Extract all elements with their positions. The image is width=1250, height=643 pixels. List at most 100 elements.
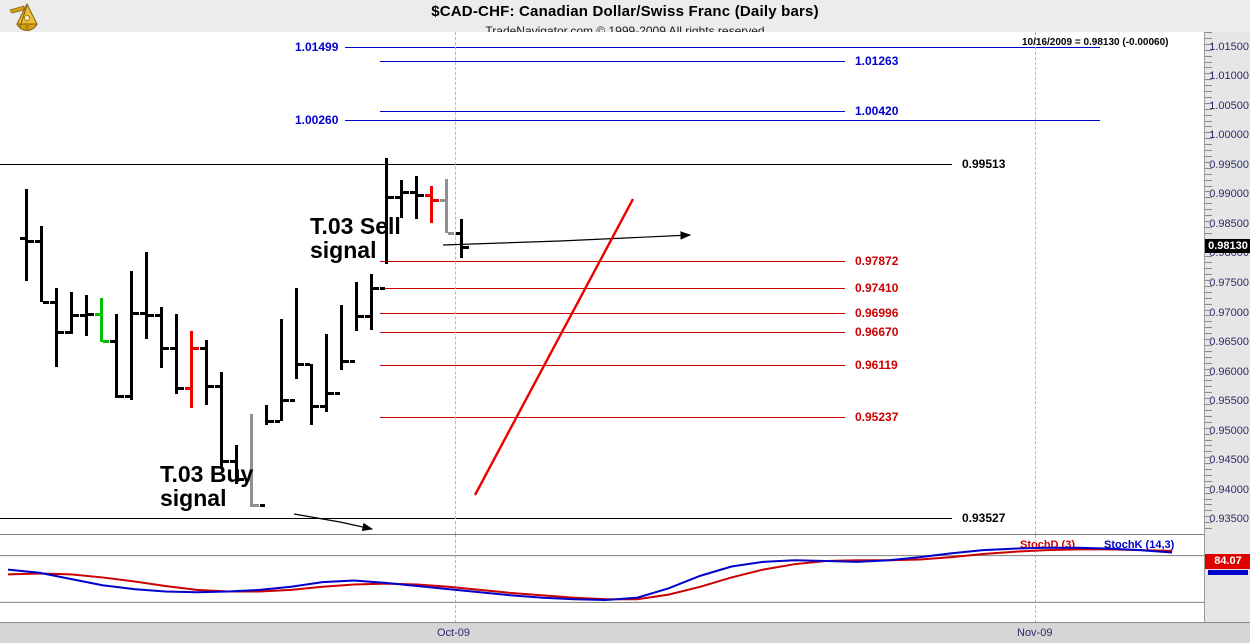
last-price-badge: 0.98130 — [1205, 238, 1250, 253]
price-tick-mark — [1205, 209, 1212, 211]
bar-range — [85, 294, 88, 337]
price-tick-mark — [1205, 398, 1212, 400]
price-tick-mark — [1205, 280, 1212, 282]
bar-close-tick — [208, 385, 214, 389]
price-tick-mark — [1205, 528, 1212, 530]
bar-range — [445, 179, 448, 234]
bar-open-tick — [140, 311, 145, 315]
bar-close-tick — [403, 191, 409, 195]
price-tick-mark — [1205, 102, 1212, 104]
price-tick-mark — [1205, 220, 1212, 222]
bar-open-tick — [440, 198, 445, 202]
bar-close-tick — [178, 386, 184, 390]
bar-open-tick — [170, 346, 175, 350]
price-tick-mark — [1205, 451, 1212, 453]
price-tick-mark — [1205, 203, 1212, 205]
price-tick-0.94000: 0.94000 — [1209, 483, 1249, 496]
price-tick-0.95500: 0.95500 — [1209, 395, 1249, 408]
level-line-1.01263 — [380, 60, 845, 62]
level-label-0.97410: 0.97410 — [855, 281, 899, 296]
bar-open-tick — [305, 363, 310, 367]
price-tick-mark — [1205, 516, 1212, 518]
bar-range — [190, 331, 193, 409]
bar-range — [430, 185, 433, 223]
price-tick-mark — [1205, 185, 1212, 187]
bar-range — [355, 281, 358, 332]
stoch-d-line — [7, 548, 1173, 601]
bar-range — [220, 371, 223, 468]
price-tick-mark — [1205, 274, 1212, 276]
stochastic-canvas — [0, 546, 1204, 603]
gridline-nov-09-lower — [1035, 535, 1036, 623]
bar-close-tick — [148, 313, 154, 317]
bar-range — [310, 363, 313, 425]
bar-range — [130, 270, 133, 400]
price-plot-area[interactable]: 1.01499 1.01263 1.00420 1.00260 0.99513 0.978… — [0, 32, 1205, 534]
bar-range — [40, 225, 43, 303]
price-tick-mark — [1205, 427, 1212, 429]
price-tick-1.00500: 1.00500 — [1209, 99, 1249, 112]
bar-close-tick — [313, 404, 319, 408]
level-label-1.00260: 1.00260 — [295, 112, 339, 127]
price-tick-mark — [1205, 91, 1212, 93]
stochastic-pane[interactable]: StochD (3) StochK (14,3) — [0, 534, 1205, 623]
bar-range — [265, 404, 268, 425]
bar-open-tick — [395, 195, 400, 199]
bar-open-tick — [245, 477, 250, 481]
price-tick-mark — [1205, 386, 1212, 388]
price-tick-mark — [1205, 362, 1212, 364]
page-title: $CAD-CHF: Canadian Dollar/Swiss Franc (D… — [431, 3, 819, 20]
date-axis[interactable]: Oct-09 Nov-09 — [0, 622, 1250, 643]
buy-signal-annotation: T.03 Buy signal — [160, 461, 254, 512]
price-tick-mark — [1205, 262, 1212, 264]
price-tick-mark — [1205, 167, 1212, 169]
bar-open-tick — [455, 231, 460, 235]
price-tick-mark — [1205, 285, 1212, 287]
level-line-0.97872 — [380, 261, 845, 263]
bar-range — [100, 298, 103, 343]
price-tick-mark — [1205, 409, 1212, 411]
price-tick-mark — [1205, 522, 1212, 524]
bar-close-tick — [283, 399, 289, 403]
level-label-0.96119: 0.96119 — [855, 357, 898, 372]
bar-open-tick — [335, 392, 340, 396]
price-tick-mark — [1205, 321, 1212, 323]
bar-close-tick — [418, 194, 424, 198]
indicator-axis[interactable]: 84.07 — [1204, 534, 1250, 622]
price-tick-mark — [1205, 144, 1212, 146]
bar-open-tick — [20, 236, 25, 240]
level-line-1.00260 — [345, 119, 1100, 121]
level-line-0.96119 — [380, 364, 845, 366]
bar-close-tick — [448, 231, 454, 235]
bar-close-tick — [223, 460, 229, 464]
bar-range — [70, 292, 73, 334]
bar-open-tick — [95, 312, 100, 316]
price-tick-mark — [1205, 327, 1212, 329]
bar-close-tick — [118, 395, 124, 399]
bar-close-tick — [298, 363, 304, 367]
price-axis[interactable]: 1.01500 1.01000 1.00500 1.00000 0.99500 0.990… — [1204, 32, 1250, 535]
bar-close-tick — [238, 477, 244, 481]
gridline-oct-09 — [455, 32, 456, 534]
bar-close-tick — [268, 420, 274, 423]
price-tick-mark — [1205, 392, 1212, 394]
bar-range — [385, 157, 388, 265]
price-tick-mark — [1205, 232, 1212, 234]
bar-range — [145, 252, 148, 339]
bar-close-tick — [88, 312, 94, 316]
price-tick-mark — [1205, 43, 1212, 45]
price-tick-mark — [1205, 457, 1212, 459]
stoch-k-marker — [1208, 570, 1248, 575]
bar-range — [370, 274, 373, 331]
stoch-value-badge: 84.07 — [1205, 554, 1250, 569]
price-tick-mark — [1205, 356, 1212, 358]
price-tick-mark — [1205, 498, 1212, 500]
bar-range — [295, 287, 298, 380]
price-tick-mark — [1205, 463, 1212, 465]
price-tick-mark — [1205, 415, 1212, 417]
price-tick-mark — [1205, 309, 1212, 311]
bar-open-tick — [35, 239, 40, 243]
bar-close-tick — [463, 245, 469, 249]
price-tick-mark — [1205, 480, 1212, 482]
